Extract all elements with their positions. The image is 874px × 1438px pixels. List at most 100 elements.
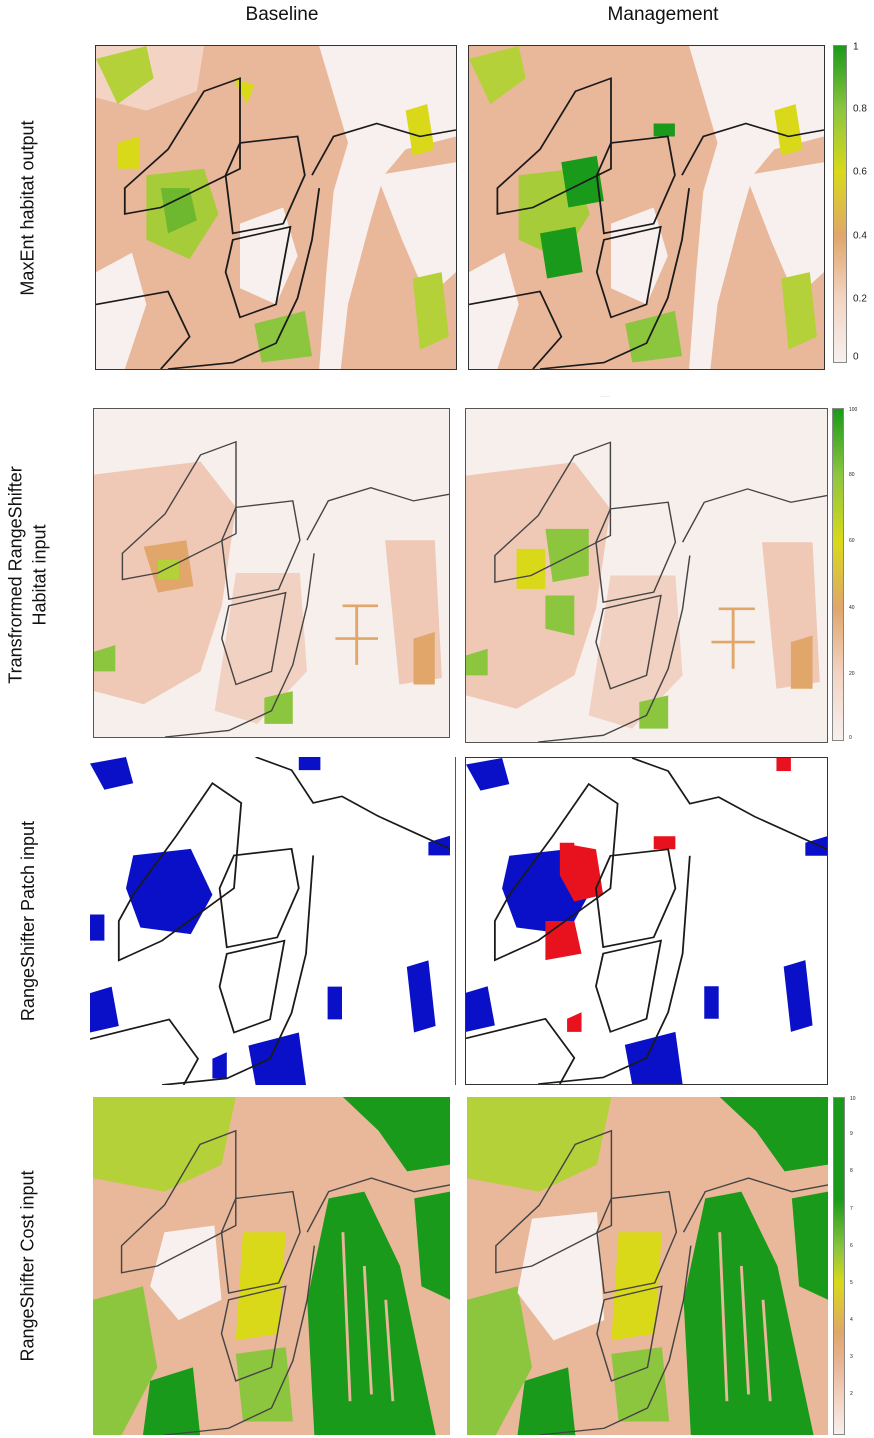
legend-tick: 0 <box>853 351 859 363</box>
mid-habitat-area <box>214 573 307 724</box>
map-maxent-baseline-svg <box>96 46 456 369</box>
low-suitability-area <box>96 252 147 369</box>
study-boundary <box>596 1285 663 1382</box>
map-maxent-management-svg <box>469 46 824 369</box>
study-boundary <box>495 1129 613 1274</box>
high-habitat-area <box>264 691 293 724</box>
map-habitat-baseline-svg <box>94 409 449 737</box>
study-boundary <box>224 135 306 235</box>
study-boundary <box>220 1190 301 1294</box>
map-habitat-management <box>465 408 828 743</box>
managed-habitat <box>653 123 675 137</box>
faint-plot-title: ····· <box>600 394 610 400</box>
high-suitability-area <box>160 188 197 234</box>
study-boundary <box>164 1245 316 1435</box>
study-boundary <box>595 501 677 603</box>
study-boundary <box>218 939 286 1034</box>
new-managed-patch <box>567 1012 582 1032</box>
map-patch-baseline <box>90 757 450 1085</box>
higher-habitat-area <box>790 635 813 689</box>
legend-maxent-colorbar <box>833 45 847 363</box>
high-cost-area <box>307 1191 436 1435</box>
study-boundary <box>493 782 619 962</box>
legend-tick: 0.8 <box>853 103 867 115</box>
legend-tick: 8 <box>850 1168 853 1175</box>
high-suitability-area <box>96 46 154 105</box>
study-boundary <box>120 1129 237 1274</box>
legend-tick: 6 <box>850 1242 853 1249</box>
habitat-patch <box>406 960 436 1033</box>
study-boundary <box>224 225 292 319</box>
study-boundary <box>167 188 321 369</box>
new-managed-patch <box>776 758 791 772</box>
map-cost-baseline-svg <box>93 1097 450 1435</box>
new-managed-patch <box>653 836 676 850</box>
study-boundary <box>631 758 827 851</box>
study-boundary <box>123 77 241 215</box>
study-boundary <box>306 1177 450 1233</box>
low-suitability-area <box>376 162 456 298</box>
low-suitability-area <box>469 252 519 369</box>
map-patch-management <box>465 757 828 1085</box>
map-cost-baseline <box>93 1097 450 1435</box>
high-cost-area <box>142 1367 201 1435</box>
legend-tick: 1 <box>853 41 859 53</box>
study-boundary <box>494 441 612 583</box>
row-title-habitat: Transfrormed RangeShifter Habitat input <box>0 405 56 745</box>
new-managed-patch <box>545 921 582 961</box>
high-habitat-area <box>639 695 669 729</box>
row-title-maxent-text: MaxEnt habitat output <box>18 119 38 296</box>
legend-cost: 10 9 8 7 6 5 4 3 2 <box>833 1096 863 1435</box>
legend-tick: 80 <box>849 471 855 478</box>
high-suitability-area <box>254 310 312 363</box>
legend-tick: 0 <box>849 734 852 741</box>
legend-tick: 20 <box>849 671 855 678</box>
managed-habitat <box>540 226 583 279</box>
high-suitability-area <box>412 272 449 350</box>
mid-cost-area <box>93 1286 158 1435</box>
legend-tick: 10 <box>850 1096 856 1102</box>
row-title-cost: RangeShifter Cost input <box>0 1097 56 1435</box>
study-boundary <box>595 594 662 690</box>
stream-network <box>341 1232 395 1402</box>
column-title-management: Management <box>607 4 719 25</box>
study-boundary <box>681 122 824 176</box>
mid-cost-area <box>611 1347 670 1422</box>
map-maxent-baseline <box>95 45 457 370</box>
habitat-patch <box>298 757 321 771</box>
habitat-patch <box>248 1032 306 1085</box>
study-boundary <box>681 488 827 543</box>
low-suitability-area <box>611 207 668 305</box>
study-boundary <box>161 855 315 1085</box>
low-suitability-area <box>745 162 824 298</box>
habitat-patch <box>90 986 119 1033</box>
new-managed-patch <box>559 842 575 850</box>
study-boundary <box>221 500 301 601</box>
legend-tick: 0.4 <box>853 230 867 242</box>
habitat-patch <box>624 1031 683 1084</box>
row-title-patch: RangeShifter Patch input <box>0 757 56 1085</box>
study-boundary <box>496 77 612 215</box>
study-boundary <box>117 782 243 962</box>
managed-habitat <box>561 155 604 208</box>
habitat-patch <box>783 960 813 1032</box>
legend-tick: 100 <box>849 407 858 413</box>
study-boundary <box>255 757 450 850</box>
study-boundary <box>469 290 563 369</box>
study-boundary <box>221 591 287 686</box>
study-boundary <box>121 440 237 581</box>
study-boundary <box>218 847 300 949</box>
legend-tick: 0.2 <box>853 293 867 305</box>
habitat-patch <box>466 758 510 791</box>
study-boundary <box>595 848 677 949</box>
habitat-patch <box>212 1052 227 1079</box>
legend-habitat-colorbar <box>832 408 844 741</box>
row-title-habitat-text: Transfrormed RangeShifter Habitat input <box>4 466 52 683</box>
higher-habitat-area <box>413 632 435 685</box>
study-boundary <box>311 122 456 176</box>
habitat-patch <box>428 835 450 856</box>
study-boundary <box>164 553 315 737</box>
legend-habitat: 100 80 60 40 20 0 <box>832 407 862 741</box>
high-cost-area <box>414 1191 450 1300</box>
habitat-patch <box>90 914 105 941</box>
